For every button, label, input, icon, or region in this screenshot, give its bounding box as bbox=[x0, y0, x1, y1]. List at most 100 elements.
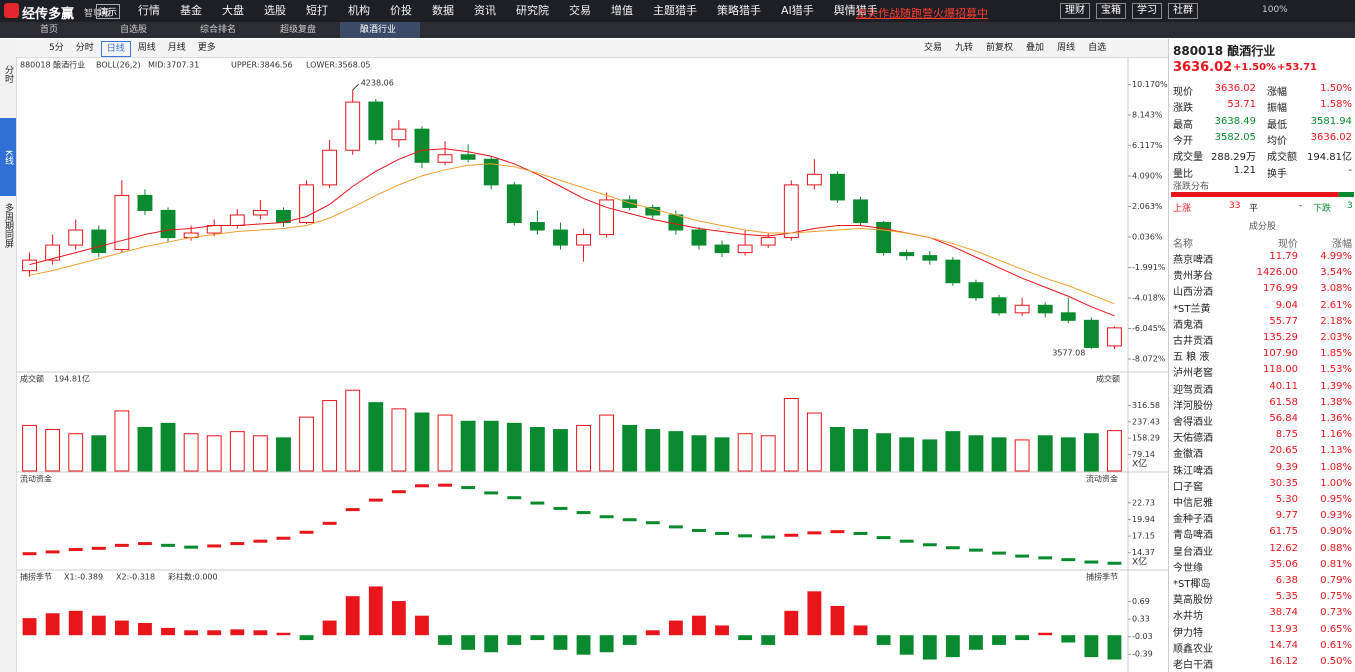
osc-bar bbox=[415, 615, 429, 636]
tab[interactable]: 综合排名 bbox=[200, 25, 237, 35]
tab[interactable]: 酿酒行业 bbox=[340, 22, 420, 38]
quote-change: +53.71 bbox=[1277, 62, 1318, 73]
tab[interactable]: 自选股 bbox=[120, 25, 148, 35]
candle-body bbox=[91, 229, 107, 254]
component-row[interactable]: *ST兰黄 9.04 2.61% bbox=[1169, 298, 1355, 315]
menu-item[interactable]: 增值 bbox=[611, 4, 633, 17]
menu-item[interactable]: 基金 bbox=[180, 4, 202, 17]
component-row[interactable]: 舍得酒业 56.84 1.36% bbox=[1169, 411, 1355, 428]
component-row[interactable]: 洋河股份 61.58 1.38% bbox=[1169, 395, 1355, 412]
quote-value: 288.29万 bbox=[1211, 152, 1256, 164]
side-tab[interactable]: 多周期同屏 bbox=[3, 203, 13, 248]
component-row[interactable]: 贵州茅台 1426.00 3.54% bbox=[1169, 265, 1355, 282]
period-button[interactable]: 月线 bbox=[167, 43, 186, 53]
flow-step bbox=[645, 521, 660, 525]
component-row[interactable]: 伊力特 13.93 0.65% bbox=[1169, 622, 1355, 639]
y-tick-label: -0.39 bbox=[1132, 650, 1153, 659]
tool-button[interactable]: 周线 bbox=[1057, 43, 1076, 53]
component-row[interactable]: 今世缘 35.06 0.81% bbox=[1169, 557, 1355, 574]
stock-pct: 0.73% bbox=[1320, 607, 1352, 619]
promo-link[interactable]: 龙头作战随跑营火爆招募中 bbox=[856, 7, 988, 20]
component-row[interactable]: 山西汾酒 176.99 3.08% bbox=[1169, 281, 1355, 299]
menu-item[interactable]: 主题猎手 bbox=[653, 4, 697, 17]
menu-item[interactable]: 行情 bbox=[138, 4, 160, 17]
menu-item[interactable]: 选股 bbox=[264, 4, 286, 17]
component-row[interactable]: 中信尼雅 5.30 0.95% bbox=[1169, 492, 1355, 509]
osc-bar bbox=[645, 630, 660, 636]
menu-item[interactable]: 机构 bbox=[348, 4, 370, 17]
component-row[interactable]: 酒鬼酒 55.77 2.18% bbox=[1169, 314, 1355, 331]
component-row[interactable]: 五 粮 液 107.90 1.85% bbox=[1169, 346, 1355, 363]
panel-title-right: 成交额 bbox=[1096, 374, 1120, 384]
stock-name: 口子窖 bbox=[1173, 481, 1203, 493]
component-row[interactable]: 金徽酒 20.65 1.13% bbox=[1169, 443, 1355, 460]
component-row[interactable]: 皇台酒业 12.62 0.88% bbox=[1169, 541, 1355, 558]
menu-button[interactable]: 学习 bbox=[1132, 3, 1162, 19]
period-button[interactable]: 日线 bbox=[100, 41, 131, 57]
volume-bar bbox=[876, 433, 892, 472]
y-tick-label: 2.063% bbox=[1132, 202, 1163, 211]
osc-bar bbox=[299, 635, 314, 641]
legend-item: X1:-0.389 bbox=[64, 573, 103, 582]
menu-item[interactable]: 价投 bbox=[390, 4, 412, 17]
tool-button[interactable]: 九转 bbox=[955, 43, 974, 53]
menu-item[interactable]: 数据 bbox=[432, 4, 454, 17]
component-row[interactable]: 莫高股份 5.35 0.75% bbox=[1169, 589, 1355, 606]
component-row[interactable]: 迎驾贡酒 40.11 1.39% bbox=[1169, 379, 1355, 396]
component-row[interactable]: 青岛啤酒 61.75 0.90% bbox=[1169, 524, 1355, 541]
component-row[interactable]: 燕京啤酒 11.79 4.99% bbox=[1169, 249, 1355, 266]
osc-bar bbox=[507, 635, 522, 645]
component-row[interactable]: 珠江啤酒 9.39 1.08% bbox=[1169, 460, 1355, 477]
component-row[interactable]: *ST椰岛 6.38 0.79% bbox=[1169, 573, 1355, 590]
period-button[interactable]: 更多 bbox=[197, 43, 216, 53]
y-tick-label: 14.37 bbox=[1132, 548, 1155, 557]
menu-item[interactable]: 舆情猎手 bbox=[833, 4, 878, 17]
volume-bar bbox=[114, 410, 130, 472]
tab[interactable]: 首页 bbox=[40, 25, 59, 35]
menu-item[interactable]: 策略猎手 bbox=[717, 4, 761, 17]
tab[interactable]: 超级复盘 bbox=[280, 25, 317, 35]
quote-row: 成交量 288.29万 成交额 194.81亿 bbox=[1169, 146, 1355, 164]
menu-button[interactable]: 理财 bbox=[1060, 3, 1090, 19]
legend-item: BOLL(26,2) bbox=[96, 61, 141, 70]
menu-button[interactable]: 社群 bbox=[1168, 3, 1198, 19]
legend-item: LOWER:3568.05 bbox=[306, 61, 371, 70]
menu-item[interactable]: 资讯 bbox=[474, 4, 496, 17]
tool-button[interactable]: 叠加 bbox=[1026, 43, 1045, 53]
menu-item[interactable]: 短打 bbox=[306, 4, 328, 17]
menu-item[interactable]: AI猎手 bbox=[781, 4, 814, 17]
menu-item[interactable]: 交易 bbox=[569, 4, 591, 17]
side-tab[interactable]: K线 bbox=[0, 118, 16, 196]
component-row[interactable]: 水井坊 38.74 0.73% bbox=[1169, 605, 1355, 622]
component-row[interactable]: 顺鑫农业 14.74 0.61% bbox=[1169, 638, 1355, 655]
candle-body bbox=[345, 101, 361, 151]
flow-step bbox=[761, 535, 776, 539]
stock-pct: 1.08% bbox=[1320, 461, 1352, 473]
component-row[interactable]: 老白干酒 16.12 0.50% bbox=[1169, 654, 1355, 671]
tool-button[interactable]: 自选 bbox=[1088, 43, 1107, 53]
panel-title: 成交额 bbox=[20, 374, 44, 384]
component-row[interactable]: 古井贡酒 135.29 2.03% bbox=[1169, 330, 1355, 347]
period-button[interactable]: 5分 bbox=[49, 43, 64, 53]
stock-name: 山西汾酒 bbox=[1173, 287, 1213, 299]
menu-item[interactable]: 大盘 bbox=[222, 4, 244, 17]
component-row[interactable]: 口子窖 30.35 1.00% bbox=[1169, 476, 1355, 493]
tool-button[interactable]: 交易 bbox=[924, 43, 943, 53]
menu-button[interactable]: 宝箱 bbox=[1096, 3, 1126, 19]
tool-button[interactable]: 前复权 bbox=[986, 43, 1014, 53]
side-tab[interactable]: 分时 bbox=[3, 65, 13, 83]
menu-item[interactable]: 研究院 bbox=[516, 4, 549, 17]
breadth-up-bar bbox=[1171, 192, 1339, 197]
volume-bar bbox=[506, 422, 522, 472]
breadth-down-bar bbox=[1338, 192, 1354, 197]
quote-label: 今开 bbox=[1173, 135, 1193, 147]
period-button[interactable]: 周线 bbox=[137, 43, 156, 53]
osc-bar bbox=[876, 635, 891, 645]
component-row[interactable]: 金种子酒 9.77 0.93% bbox=[1169, 508, 1355, 525]
component-row[interactable]: 泸州老窖 118.00 1.53% bbox=[1169, 362, 1355, 379]
stock-name: 皇台酒业 bbox=[1173, 546, 1213, 558]
candle-body bbox=[553, 229, 568, 246]
quote-value: 1.21 bbox=[1233, 164, 1256, 176]
period-button[interactable]: 分时 bbox=[75, 43, 94, 53]
component-row[interactable]: 天佑德酒 8.75 1.16% bbox=[1169, 427, 1355, 444]
